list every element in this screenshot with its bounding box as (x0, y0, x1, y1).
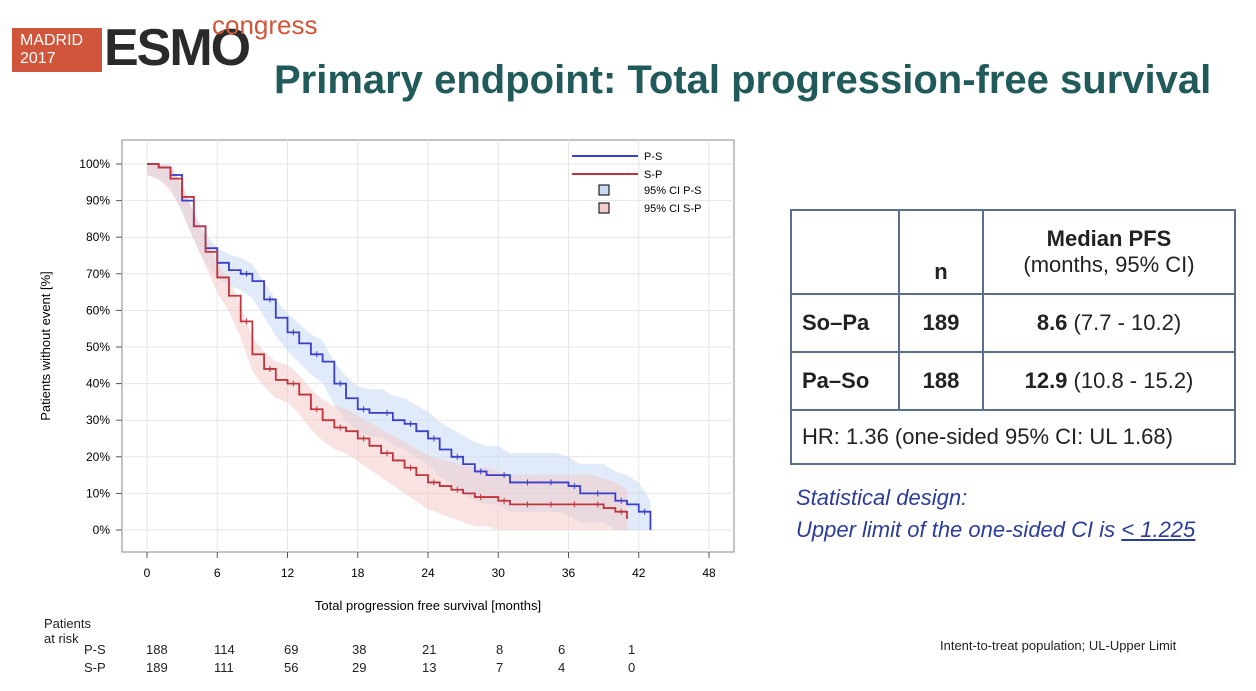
statistical-design: Statistical design: Upper limit of the o… (796, 482, 1195, 546)
median-pfs-table: n Median PFS (months, 95% CI) So–Pa 189 … (790, 209, 1236, 465)
y-tick-label: 0% (93, 523, 111, 537)
x-axis-label: Total progression free survival [months] (315, 598, 541, 613)
x-tick-label: 30 (492, 566, 506, 580)
legend-box-ci-p-s (598, 184, 610, 196)
stat-heading: Statistical design: (796, 485, 968, 510)
pfs-median-ci: (10.8 - 15.2) (1073, 368, 1194, 393)
risk-row-p-s: P-S 188 114 69 38 21 8 6 1 (84, 642, 684, 658)
stat-threshold: < 1.225 (1121, 517, 1196, 542)
x-tick-label: 24 (421, 566, 435, 580)
pfs-median-value: 8.6 (1036, 310, 1068, 335)
pfs-header-median-sub: (months, 95% CI) (1023, 252, 1195, 277)
pfs-header-median-title: Median PFS (1046, 226, 1172, 251)
y-tick-label: 100% (79, 157, 110, 171)
risk-value: 69 (284, 642, 299, 657)
survival-curves (147, 163, 652, 530)
y-tick-label: 10% (86, 486, 110, 500)
km-curve-s-p (147, 163, 628, 520)
x-tick-label: 0 (144, 566, 151, 580)
logo-year: 2017 (20, 50, 56, 67)
pfs-row-n: 188 (898, 351, 984, 411)
stat-text-line: Upper limit of the one-sided CI is < 1.2… (796, 514, 1195, 546)
esmo-logo: MADRID 2017 ESMO congress (12, 10, 318, 77)
risk-value: 7 (496, 660, 504, 675)
legend: P-S S-P 95% CI P-S 95% CI S-P (572, 151, 701, 215)
legend-label-ci-p-s: 95% CI P-S (644, 185, 701, 197)
pfs-row-so-pa: So–Pa 189 8.6 (7.7 - 10.2) (790, 293, 1236, 353)
x-tick-label: 42 (632, 566, 646, 580)
logo-city: MADRID (20, 32, 84, 49)
pfs-hr-row: HR: 1.36 (one-sided 95% CI: UL 1.68) (790, 409, 1236, 465)
slide-title: Primary endpoint: Total progression-free… (274, 58, 1212, 102)
logo-brand: ESMO (104, 19, 251, 77)
pfs-row-label: So–Pa (790, 293, 900, 353)
risk-row-s-p: S-P 189 111 56 29 13 7 4 0 (84, 660, 684, 676)
risk-value: 29 (352, 660, 367, 675)
risk-value: 13 (422, 660, 437, 675)
ci-band-s-p (147, 164, 628, 530)
y-tick-label: 40% (86, 377, 110, 391)
footnote: Intent-to-treat population; UL-Upper Lim… (940, 638, 1177, 653)
pfs-median-ci: (7.7 - 10.2) (1073, 310, 1182, 335)
legend-label-s-p: S-P (644, 169, 662, 181)
y-tick-label: 90% (86, 194, 110, 208)
x-tick-label: 48 (702, 566, 716, 580)
x-tick-label: 12 (281, 566, 295, 580)
y-tick-label: 50% (86, 340, 110, 354)
legend-label-p-s: P-S (644, 151, 662, 163)
x-tick-label: 36 (562, 566, 576, 580)
pfs-row-pa-so: Pa–So 188 12.9 (10.8 - 15.2) (790, 351, 1236, 411)
stat-text: Upper limit of the one-sided CI is (796, 517, 1122, 542)
pfs-hr: HR: 1.36 (one-sided 95% CI: UL 1.68) (790, 409, 1236, 465)
y-axis-label: Patients without event [%] (38, 271, 53, 421)
y-tick-label: 70% (86, 267, 110, 281)
risk-value: 1 (628, 642, 636, 657)
pfs-header-n: n (898, 209, 984, 295)
risk-value: 56 (284, 660, 299, 675)
km-curve-p-s (147, 163, 652, 530)
pfs-median-value: 12.9 (1024, 368, 1068, 393)
risk-value: 188 (146, 642, 168, 657)
risk-value: 111 (214, 660, 234, 675)
pfs-header-row: n Median PFS (months, 95% CI) (790, 209, 1236, 295)
pfs-row-label: Pa–So (790, 351, 900, 411)
y-axis-ticks: 0% 10% 20% 30% 40% 50% 60% 70% 80% 90% 100% (79, 157, 122, 537)
x-axis-ticks: 0 6 12 18 24 30 36 42 48 (144, 552, 716, 580)
risk-title: Patients at risk (44, 616, 91, 646)
madrid-badge: MADRID 2017 (12, 28, 102, 72)
pfs-row-n: 189 (898, 293, 984, 353)
logo-suffix: congress (212, 10, 318, 40)
risk-value: 0 (628, 660, 636, 675)
y-tick-label: 60% (86, 303, 110, 317)
pfs-header-empty (790, 209, 900, 295)
km-plot: 0 6 12 18 24 30 36 42 48 0% 10% 20% 30% 40% 50% 60% 70%… (38, 139, 735, 613)
y-tick-label: 20% (86, 450, 110, 464)
risk-value: 8 (496, 642, 504, 657)
pfs-row-median: 8.6 (7.7 - 10.2) (982, 293, 1236, 353)
legend-label-ci-s-p: 95% CI S-P (644, 203, 701, 215)
risk-value: 4 (558, 660, 566, 675)
grid-lines (122, 140, 734, 552)
risk-value: 21 (422, 642, 437, 657)
risk-label: P-S (84, 642, 106, 657)
x-tick-label: 18 (351, 566, 365, 580)
y-tick-label: 30% (86, 413, 110, 427)
pfs-row-median: 12.9 (10.8 - 15.2) (982, 351, 1236, 411)
legend-box-ci-s-p (598, 202, 610, 214)
y-tick-label: 80% (86, 230, 110, 244)
pfs-header-median: Median PFS (months, 95% CI) (982, 209, 1236, 295)
risk-value: 189 (146, 660, 168, 675)
risk-value: 38 (352, 642, 367, 657)
x-tick-label: 6 (214, 566, 221, 580)
risk-value: 114 (214, 642, 235, 657)
risk-value: 6 (558, 642, 566, 657)
risk-label: S-P (84, 660, 106, 675)
